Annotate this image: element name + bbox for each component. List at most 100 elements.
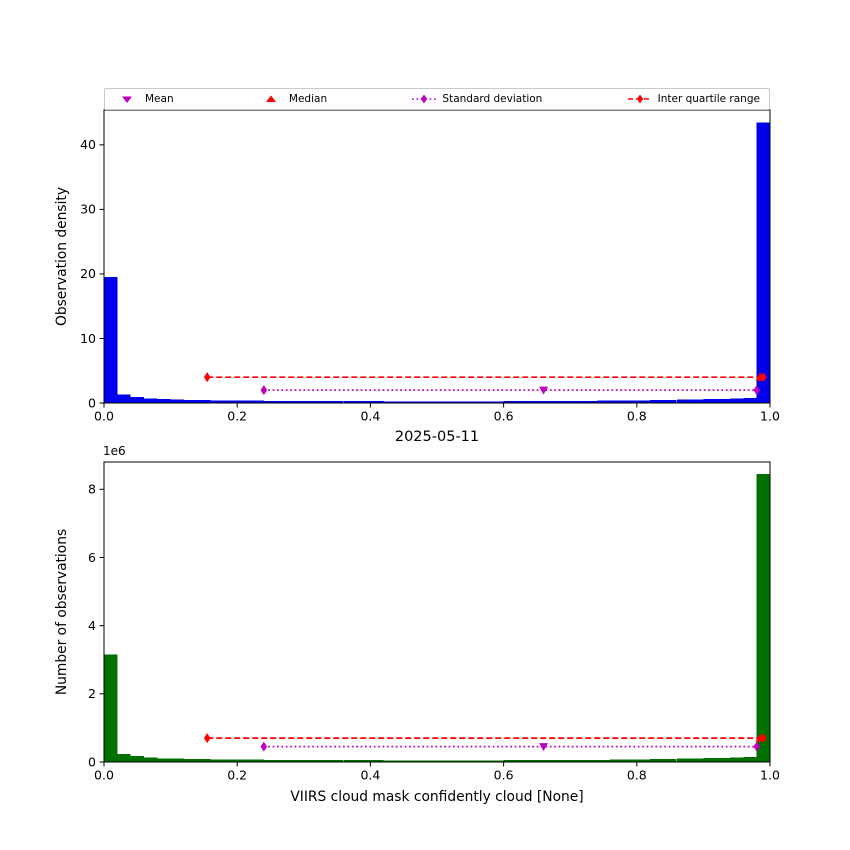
x-tick-label: 0.6 [494, 768, 514, 783]
x-tick-label: 0.4 [360, 768, 380, 783]
histogram-bar [210, 400, 224, 403]
histogram-bar [370, 760, 384, 762]
histogram-bar [743, 397, 757, 403]
legend-item-mean: Mean [114, 93, 174, 105]
histogram-bar [556, 760, 571, 762]
histogram-bar [263, 759, 278, 762]
histogram-bar [530, 760, 544, 762]
histogram-bar [277, 759, 291, 762]
mean-marker [539, 386, 549, 395]
legend-label-inter-quartile-range: Inter quartile range [657, 93, 760, 105]
diamond-glyph [421, 94, 428, 104]
count-histogram-ylabel: Number of observations [54, 529, 70, 695]
histogram-bar [357, 401, 371, 403]
histogram-bar [237, 759, 251, 762]
histogram-bar [730, 398, 744, 403]
histogram-bar [303, 760, 318, 762]
diamond-marker [260, 741, 268, 752]
histogram-bar [516, 401, 531, 403]
legend-item-median: Median [258, 93, 327, 105]
histogram-bar [237, 400, 251, 403]
histogram-bar [650, 400, 664, 403]
histogram-bar [610, 400, 624, 403]
x-tick-label: 0.0 [94, 768, 114, 783]
histogram-bar [223, 759, 238, 762]
histogram-bar [144, 398, 158, 403]
y-tick-label: 20 [80, 266, 96, 281]
x-tick-label: 0.2 [227, 768, 247, 783]
histogram-bar [450, 760, 464, 762]
histogram-bar [210, 759, 224, 762]
histogram-bar [490, 760, 504, 762]
bottom-chart-title: 2025-05-11 [394, 429, 480, 445]
x-tick-label: 1.0 [760, 409, 780, 424]
histogram-bar [570, 760, 584, 762]
y-tick-label: 30 [80, 202, 96, 217]
histogram-bar [397, 401, 411, 403]
histogram-bar [556, 401, 571, 403]
legend-item-inter-quartile-range: Inter quartile range [627, 93, 760, 105]
iqr-diamond-icon [627, 94, 652, 104]
x-tick-label: 0.8 [627, 409, 647, 424]
axes-frame [103, 461, 771, 763]
histogram-bar [343, 401, 358, 403]
count-histogram-ticks [99, 488, 771, 767]
histogram-bar [623, 400, 637, 403]
histogram-bar [437, 401, 451, 403]
count-histogram-stats [203, 733, 767, 752]
diamond-marker [203, 733, 211, 744]
histogram-bar [690, 758, 704, 762]
histogram-bar [490, 401, 504, 403]
median-marker [755, 372, 765, 381]
histogram-bar [596, 400, 611, 403]
legend-label-median: Median [288, 93, 328, 105]
histogram-bar [543, 401, 557, 403]
triangle-down-glyph [122, 96, 132, 103]
histogram-bar [157, 399, 171, 403]
diamond-glyph [636, 94, 643, 104]
histogram-bar [117, 394, 131, 403]
histogram-bar [463, 401, 477, 403]
histogram-bar [370, 401, 384, 403]
histogram-bar [197, 759, 211, 762]
histogram-bar [117, 753, 131, 762]
histogram-bar [477, 760, 491, 762]
histogram-bar [263, 400, 278, 403]
axes-frame [103, 109, 771, 404]
histogram-bar [610, 759, 624, 762]
histogram-bar [756, 473, 770, 762]
diamond-marker [203, 372, 211, 383]
density-histogram-stats [203, 372, 767, 396]
x-tick-label: 0.0 [94, 409, 114, 424]
histogram-bar [703, 399, 717, 403]
histogram-bar [130, 397, 144, 403]
histogram-bar [157, 758, 171, 763]
histogram-bar [317, 760, 331, 762]
histogram-bar [410, 760, 424, 762]
density-histogram-ylabel: Observation density [54, 187, 70, 326]
histogram-bar [397, 760, 411, 762]
histogram-bar [183, 399, 198, 403]
histogram-bar [636, 400, 651, 403]
histogram-bar [357, 760, 371, 762]
diamond-marker [753, 385, 760, 396]
std-deviation-diamond-icon [412, 94, 437, 104]
median-triangle-up-icon [265, 95, 276, 102]
y-tick-label: 10 [80, 331, 96, 346]
histogram-bar [583, 400, 597, 403]
x-tick-label: 0.2 [227, 409, 247, 424]
mean-marker [539, 743, 549, 752]
histogram-bar [530, 401, 544, 403]
histogram-bar [250, 759, 264, 762]
y-tick-label: 0 [88, 754, 96, 769]
count-histogram-tick-labels: 0.0 0.2 0.4 0.6 0.8 1.0 0 2 4 6 8 [88, 482, 780, 783]
legend-item-standard-deviation: Standard deviation [411, 93, 542, 105]
histogram-bar [437, 760, 451, 762]
histogram-bar [650, 759, 664, 762]
histogram-bar [450, 401, 464, 403]
histogram-bar [223, 400, 238, 403]
x-tick-label: 0.8 [627, 768, 647, 783]
histogram-bar [676, 758, 691, 762]
histogram-bar [543, 760, 557, 762]
